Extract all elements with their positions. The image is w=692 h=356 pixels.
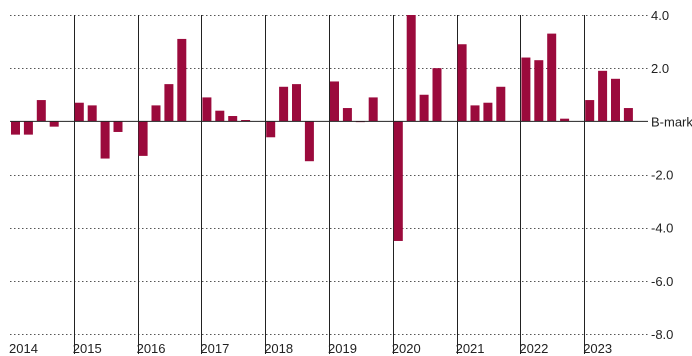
y-tick-label: -8.0 — [651, 327, 673, 342]
bar — [100, 121, 110, 159]
bar — [23, 121, 33, 135]
bar — [585, 100, 595, 122]
bar — [279, 86, 289, 122]
bar — [49, 121, 59, 127]
bar — [368, 97, 378, 122]
x-tick-label: 2017 — [200, 341, 229, 356]
bar — [457, 44, 467, 122]
bar — [113, 121, 123, 132]
x-tick-label: 2016 — [137, 341, 166, 356]
bar — [164, 84, 174, 122]
bar — [202, 97, 212, 122]
x-tick-label: 2018 — [264, 341, 293, 356]
bar — [215, 110, 225, 122]
x-tick-label: 2015 — [73, 341, 102, 356]
bar — [521, 57, 531, 122]
x-tick-label: 2021 — [456, 341, 485, 356]
bars — [10, 15, 648, 241]
x-axis-year-labels: 2014 2015 2016 2017 2018 2019 2020 2021 2022 2023 — [9, 341, 612, 356]
bar — [292, 84, 301, 122]
bar — [470, 105, 480, 122]
bar — [304, 121, 314, 162]
bar — [393, 121, 403, 241]
bar — [547, 33, 557, 122]
bar — [330, 81, 339, 122]
y-tick-label: -6.0 — [651, 274, 673, 289]
x-tick-label: 2019 — [328, 341, 357, 356]
y-tick-label: 4.0 — [651, 8, 669, 23]
bar — [560, 118, 570, 122]
bar — [623, 108, 633, 122]
bar — [266, 121, 276, 138]
bar — [406, 15, 416, 122]
y-tick-label: -2.0 — [651, 168, 673, 183]
y-axis-tick-labels: 4.0 2.0 B-mark -2.0 -4.0 -6.0 -8.0 — [651, 8, 692, 342]
bar — [87, 105, 97, 122]
year-dividers — [74, 15, 585, 354]
bar — [611, 78, 620, 122]
x-tick-label: 2020 — [392, 341, 421, 356]
bar — [36, 100, 46, 122]
bar — [11, 121, 20, 135]
x-tick-label: 2014 — [9, 341, 38, 356]
bar — [138, 121, 148, 156]
bar — [432, 68, 442, 122]
bar — [177, 38, 187, 122]
bar — [419, 94, 429, 122]
x-tick-label: 2023 — [583, 341, 612, 356]
y-tick-label: B-mark — [651, 114, 692, 129]
y-tick-label: 2.0 — [651, 61, 669, 76]
x-tick-label: 2022 — [519, 341, 548, 356]
bar — [496, 86, 506, 122]
bar — [151, 105, 161, 122]
bar — [342, 108, 352, 122]
bar — [74, 102, 84, 122]
bar — [241, 120, 251, 122]
bar — [534, 60, 544, 122]
y-tick-label: -4.0 — [651, 221, 673, 236]
bar — [483, 102, 493, 122]
bar — [228, 116, 238, 122]
bar — [598, 70, 608, 122]
